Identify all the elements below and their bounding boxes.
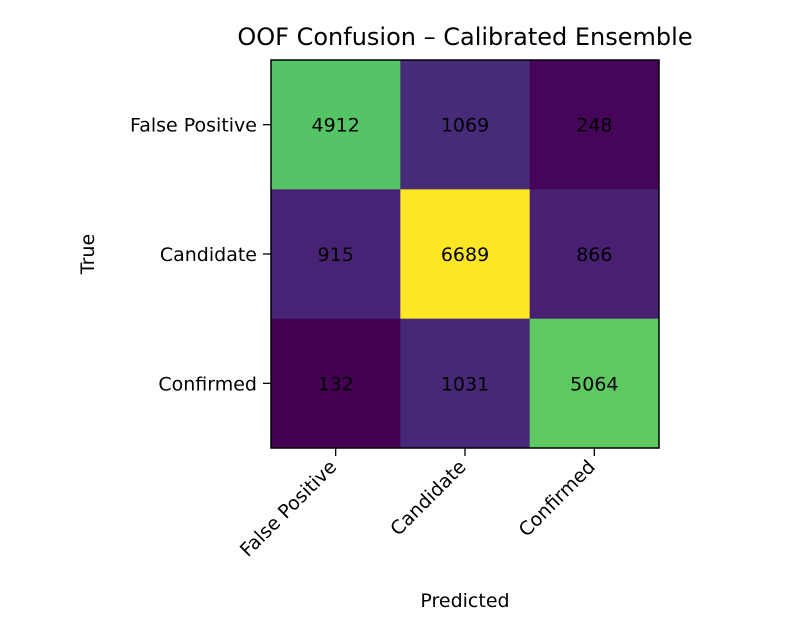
heatmap-cell-r2-c0 — [271, 318, 401, 449]
cell-value-r0-c0: 4912 — [311, 115, 359, 137]
heatmap-cell-r0-c1 — [400, 60, 531, 190]
heatmap-cell-r1-c2 — [529, 189, 660, 320]
cell-value-r0-c1: 1069 — [441, 115, 489, 137]
cell-value-r1-c0: 915 — [318, 244, 354, 266]
heatmap-cell-labels: 4912 1069 248 915 6689 866 132 1031 5064 — [311, 115, 618, 396]
heatmap-cell-r2-c1 — [400, 318, 531, 449]
cell-value-r1-c2: 866 — [576, 244, 612, 266]
y-tick-label: False Positive — [130, 115, 257, 137]
x-tick-label: False Positive — [236, 456, 341, 561]
cell-value-r2-c0: 132 — [318, 373, 354, 395]
x-axis-label: Predicted — [420, 590, 509, 612]
cell-value-r2-c2: 5064 — [570, 373, 618, 395]
cell-value-r2-c1: 1031 — [441, 373, 489, 395]
x-tick-label: Candidate — [386, 456, 470, 540]
heatmap-cells — [271, 60, 660, 449]
heatmap-cell-r1-c1 — [400, 189, 531, 320]
y-tick-label: Confirmed — [158, 373, 257, 395]
cell-value-r0-c2: 248 — [576, 115, 612, 137]
heatmap-cell-r1-c0 — [271, 189, 401, 320]
cell-value-r1-c1: 6689 — [441, 244, 489, 266]
heatmap-cell-r0-c0 — [271, 60, 401, 190]
chart-title: OOF Confusion – Calibrated Ensemble — [237, 23, 692, 51]
y-tick-label: Candidate — [160, 244, 257, 266]
x-tick-label: Confirmed — [515, 456, 600, 541]
y-axis-ticks: False Positive Candidate Confirmed — [130, 115, 271, 395]
heatmap-cell-r0-c2 — [529, 60, 660, 190]
x-axis-ticks: False Positive Candidate Confirmed — [236, 448, 600, 561]
y-axis-label: True — [77, 234, 99, 275]
heatmap-cell-r2-c2 — [529, 318, 660, 449]
